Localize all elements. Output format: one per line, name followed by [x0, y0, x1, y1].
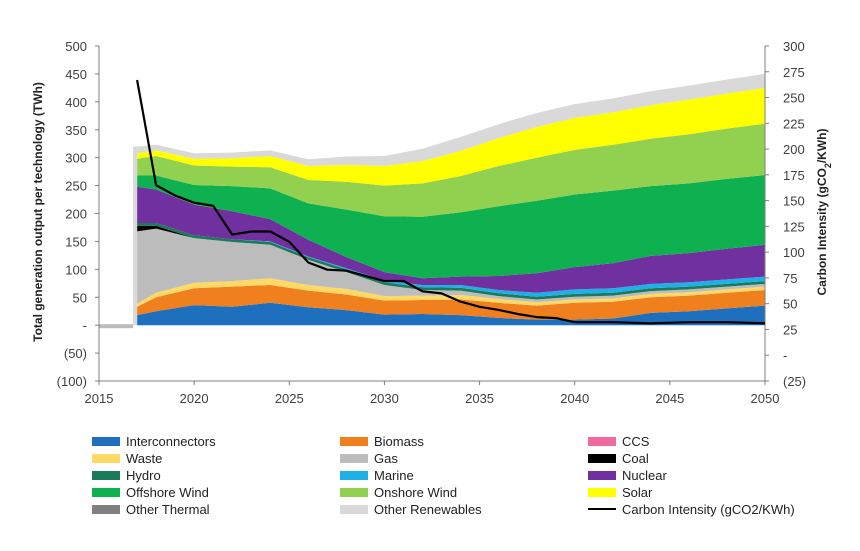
area-solar	[137, 87, 766, 186]
area-gas	[137, 228, 766, 304]
y2-axis-title: Carbon Intensity (gCO2/KWh)	[815, 128, 833, 295]
legend-label: Interconnectors	[126, 433, 216, 449]
legend-item-nuclear: Nuclear	[588, 467, 667, 483]
y2-tick-label: 25	[783, 322, 797, 337]
legend: Interconnectors Biomass CCS Waste Gas Coal Hyd…	[92, 433, 832, 517]
x-tick-label: 2050	[751, 391, 780, 406]
y2-tick-label: 100	[783, 245, 805, 260]
legend-label: CCS	[622, 433, 650, 449]
y2-tick-label: 175	[783, 168, 805, 183]
stacked-areas	[99, 73, 766, 329]
area-other-renewables	[137, 73, 766, 166]
legend-label: Coal	[622, 450, 649, 466]
carbon-intensity-line	[136, 79, 766, 325]
area-offshore-wind	[137, 175, 766, 279]
y2-tick-label: 275	[783, 65, 805, 80]
legend-label: Other Renewables	[374, 501, 482, 517]
legend-label: Other Thermal	[126, 501, 210, 517]
y-tick-label: 350	[65, 123, 87, 138]
x-tick-label: 2015	[85, 391, 114, 406]
area-waste	[137, 278, 766, 307]
legend-swatch	[588, 453, 616, 463]
y-tick-label: 100	[65, 262, 87, 277]
y2-tick-label: 250	[783, 91, 805, 106]
legend-item-ccs: CCS	[588, 433, 649, 449]
legend-swatch	[92, 470, 120, 480]
y-tick-label: 50	[73, 290, 87, 305]
y-axis-title: Total generation output per technology (…	[31, 82, 45, 342]
area-nuclear	[137, 186, 766, 293]
legend-swatch	[92, 436, 120, 446]
legend-swatch	[92, 453, 120, 463]
legend-item-interconnectors: Interconnectors	[92, 433, 216, 449]
legend-item-carbon-intensity-gco2-kwh: Carbon Intensity (gCO2/KWh)	[588, 501, 795, 517]
legend-item-other-thermal: Other Thermal	[92, 501, 210, 517]
legend-swatch	[588, 436, 616, 446]
x-tick-label: 2040	[560, 391, 589, 406]
legend-swatch	[588, 470, 616, 480]
y2-tick-label: 300	[783, 39, 805, 54]
y2-tick-label: 75	[783, 271, 797, 286]
legend-label: Gas	[374, 450, 398, 466]
legend-item-solar: Solar	[588, 484, 652, 500]
legend-swatch	[340, 453, 368, 463]
axes: 500 450 400 350 300 250 200 150 100 50 - (50) (100) 3…	[57, 39, 806, 406]
area-interconnectors	[137, 302, 766, 326]
legend-item-onshore-wind: Onshore Wind	[340, 484, 457, 500]
y-tick-label: 400	[65, 95, 87, 110]
legend-item-marine: Marine	[340, 467, 414, 483]
y-tick-label: 300	[65, 151, 87, 166]
legend-swatch	[92, 487, 120, 497]
legend-swatch	[588, 508, 616, 510]
y2-tick-label: 225	[783, 116, 805, 131]
y-tick-label: 450	[65, 67, 87, 82]
area-onshore-wind	[137, 123, 766, 217]
y2-tick-label: 200	[783, 142, 805, 157]
y2-tick-label: 50	[783, 297, 797, 312]
carbon-intensity-series	[136, 79, 766, 325]
x-tick-label: 2030	[370, 391, 399, 406]
y-tick-label: 250	[65, 179, 87, 194]
legend-label: Carbon Intensity (gCO2/KWh)	[622, 501, 795, 517]
legend-swatch	[340, 436, 368, 446]
y2-tick-label: 125	[783, 219, 805, 234]
legend-item-coal: Coal	[588, 450, 649, 466]
x-tick-label: 2020	[180, 391, 209, 406]
legend-label: Onshore Wind	[374, 484, 458, 500]
y-tick-label: 150	[65, 234, 87, 249]
legend-swatch	[588, 487, 616, 497]
legend-swatch	[340, 470, 368, 480]
legend-swatch	[340, 504, 368, 514]
series-start-edge	[133, 146, 138, 326]
area-biomass	[137, 285, 766, 320]
y-tick-label: 500	[65, 39, 87, 54]
legend-label: Offshore Wind	[126, 484, 209, 500]
legend-label: Hydro	[126, 467, 161, 483]
y-tick-label: (100)	[57, 374, 87, 389]
y-tick-label: -	[83, 318, 87, 333]
legend-item-other-renewables: Other Renewables	[340, 501, 482, 517]
y-tick-label: (50)	[64, 346, 87, 361]
pre-series-baseline	[99, 324, 134, 329]
legend-item-waste: Waste	[92, 450, 162, 466]
y-tick-label: 200	[65, 207, 87, 222]
y2-tick-label: -	[783, 348, 787, 363]
y2-tick-label: (25)	[783, 374, 806, 389]
legend-label: Marine	[374, 467, 414, 483]
y2-tick-label: 150	[783, 194, 805, 209]
x-tick-label: 2045	[655, 391, 684, 406]
x-tick-label: 2025	[275, 391, 304, 406]
legend-label: Solar	[622, 484, 653, 500]
legend-label: Biomass	[374, 433, 424, 449]
legend-label: Nuclear	[622, 467, 667, 483]
legend-item-offshore-wind: Offshore Wind	[92, 484, 209, 500]
legend-swatch	[92, 504, 120, 514]
legend-swatch	[340, 487, 368, 497]
legend-item-gas: Gas	[340, 450, 398, 466]
x-tick-label: 2035	[465, 391, 494, 406]
legend-item-hydro: Hydro	[92, 467, 161, 483]
legend-label: Waste	[126, 450, 163, 466]
legend-item-biomass: Biomass	[340, 433, 424, 449]
